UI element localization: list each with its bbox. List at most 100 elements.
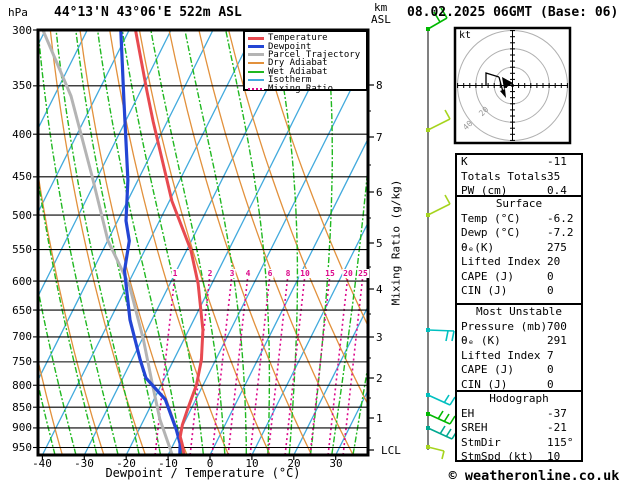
panel-row: Lifted Index 7 — [457, 349, 581, 364]
legend-swatch-parcel — [248, 53, 264, 57]
temperature-tick-label: 10 — [245, 457, 259, 470]
panel-row: StmSpd (kt) 10 — [457, 450, 581, 465]
wind-barb — [427, 394, 451, 406]
panel-row-value: 0 — [547, 363, 554, 376]
panel-row-label: CAPE (J) — [461, 363, 514, 376]
panel-row-label: SREH — [461, 421, 488, 434]
hodograph-storm-trace — [485, 72, 514, 98]
panel-row-value: -21 — [547, 421, 567, 434]
km-tick-label: 5 — [376, 237, 383, 250]
wind-barb-column — [426, 7, 458, 460]
legend-item: Dewpoint — [248, 41, 366, 52]
km-tick-label: 6 — [376, 186, 383, 199]
panel-row-value: 291 — [547, 334, 567, 347]
station-title: 44°13'N 43°06'E 522m ASL — [54, 5, 242, 20]
pressure-tick-label: 400 — [12, 128, 32, 141]
legend-item: Wet Adiabat — [248, 67, 366, 77]
panel-row-label: Dewp (°C) — [461, 226, 521, 239]
panel-row-value: -37 — [547, 406, 567, 420]
wind-barb — [445, 330, 449, 342]
legend-swatch-isotherm — [248, 79, 264, 82]
panel-row-label: CAPE (J) — [461, 269, 514, 283]
panel-row: θₑ(K) 275 — [457, 241, 581, 256]
legend-swatch-dewpoint — [248, 45, 264, 49]
wind-barb — [441, 450, 445, 460]
pressure-tick-label: 900 — [12, 421, 32, 434]
wind-barb — [433, 11, 441, 23]
legend-item: Parcel Trajectory — [248, 49, 366, 60]
panel-row: PW (cm) 0.4 — [457, 184, 581, 199]
panel-row: CIN (J) 0 — [457, 378, 581, 393]
panel-row-value: 0 — [547, 284, 554, 297]
legend-label: Parcel Trajectory — [268, 49, 361, 60]
wind-barb — [451, 330, 455, 342]
mixing-ratio-value-label: 15 — [324, 269, 336, 278]
pressure-tick-label: 550 — [12, 243, 32, 256]
pressure-tick-label: 750 — [12, 355, 32, 368]
temperature-tick-label: 30 — [329, 457, 343, 470]
wind-barb — [427, 329, 455, 332]
hodograph-kt-label: kt — [459, 30, 472, 41]
credit-footer: © weatheronline.co.uk — [448, 468, 620, 484]
legend-label: Mixing Ratio — [268, 83, 334, 94]
panel-box-hodograph-stats: Hodograph EH -37 SREH -21 StmDir 115° StmSpd (k… — [455, 390, 583, 465]
panel-row-label: Lifted Index — [461, 348, 541, 362]
panel-row-label: Totals Totals — [461, 169, 548, 183]
panel-row-value: -11 — [547, 155, 567, 168]
panel-box-title: Surface — [495, 197, 543, 210]
panel-row: EH -37 — [457, 407, 581, 422]
km-tick-label: 7 — [376, 131, 383, 144]
lcl-label: LCL — [381, 444, 401, 457]
panel-box-title: Hodograph — [489, 392, 549, 405]
wind-barb — [427, 446, 445, 452]
panel-row-value: 275 — [547, 240, 567, 254]
km-tick-label: 3 — [376, 331, 383, 344]
panel-row: Pressure (mb) 700 — [457, 320, 581, 335]
panel-row: CIN (J) 0 — [457, 284, 581, 299]
pressure-tick-label: 950 — [12, 441, 32, 454]
legend-item: Dry Adiabat — [248, 58, 366, 68]
wind-barb — [427, 118, 451, 131]
pressure-tick-label: 650 — [12, 304, 32, 317]
panel-box-title: Most Unstable — [475, 305, 563, 318]
hodograph-box — [453, 26, 572, 145]
wind-barb — [427, 203, 451, 216]
km-tick-label: 8 — [376, 79, 383, 92]
panel-box-indices: K -11 Totals Totals 35 PW (cm) 0.4 — [455, 153, 583, 197]
pressure-tick-label: 500 — [12, 209, 32, 222]
mixing-ratio-value-label: 1 — [171, 269, 179, 278]
km-tick-label: 2 — [376, 372, 383, 385]
panel-row-label: Temp (°C) — [461, 211, 521, 225]
panel-row-label: EH — [461, 406, 475, 420]
panel-row: K -11 — [457, 155, 581, 170]
panel-row-value: 0 — [547, 269, 554, 283]
panel-row-value: 35 — [547, 169, 561, 183]
pressure-tick-label: 350 — [12, 79, 32, 92]
panel-row-value: 0 — [547, 377, 554, 391]
legend-swatch-dry_adiabat — [248, 62, 264, 65]
panel-row-label: Pressure (mb) — [461, 319, 548, 333]
mixing-ratio-value-label: 25 — [357, 269, 369, 278]
legend-label: Temperature — [268, 33, 328, 44]
temperature-tick-label: -20 — [116, 457, 136, 470]
panel-row-label: Lifted Index — [461, 255, 541, 268]
panel-row-value: -6.2 — [547, 211, 574, 225]
wind-barb — [443, 413, 450, 423]
legend-box: Temperature Dewpoint Parcel Trajectory Dry … — [243, 30, 368, 94]
altitude-unit-km: km — [374, 1, 388, 14]
dewpoint-curve — [119, 30, 182, 455]
pressure-tick-label: 300 — [12, 24, 32, 37]
panel-row-label: StmDir — [461, 435, 501, 449]
wind-barb — [427, 17, 448, 30]
wind-barb — [449, 396, 456, 406]
plot-frame — [36, 28, 374, 460]
km-tick-label: 1 — [376, 412, 383, 425]
panel-row: Lifted Index 20 — [457, 255, 581, 270]
wind-barb — [449, 415, 456, 425]
pressure-unit-label: hPa — [8, 6, 28, 19]
legend-label: Dewpoint — [268, 41, 312, 52]
panel-box-surface: Surface Temp (°C) -6.2 Dewp (°C) -7.2 θₑ(K) 27… — [455, 195, 583, 305]
temperature-tick-label: 0 — [206, 457, 214, 470]
mixing-ratio-value-label: 4 — [244, 269, 252, 278]
